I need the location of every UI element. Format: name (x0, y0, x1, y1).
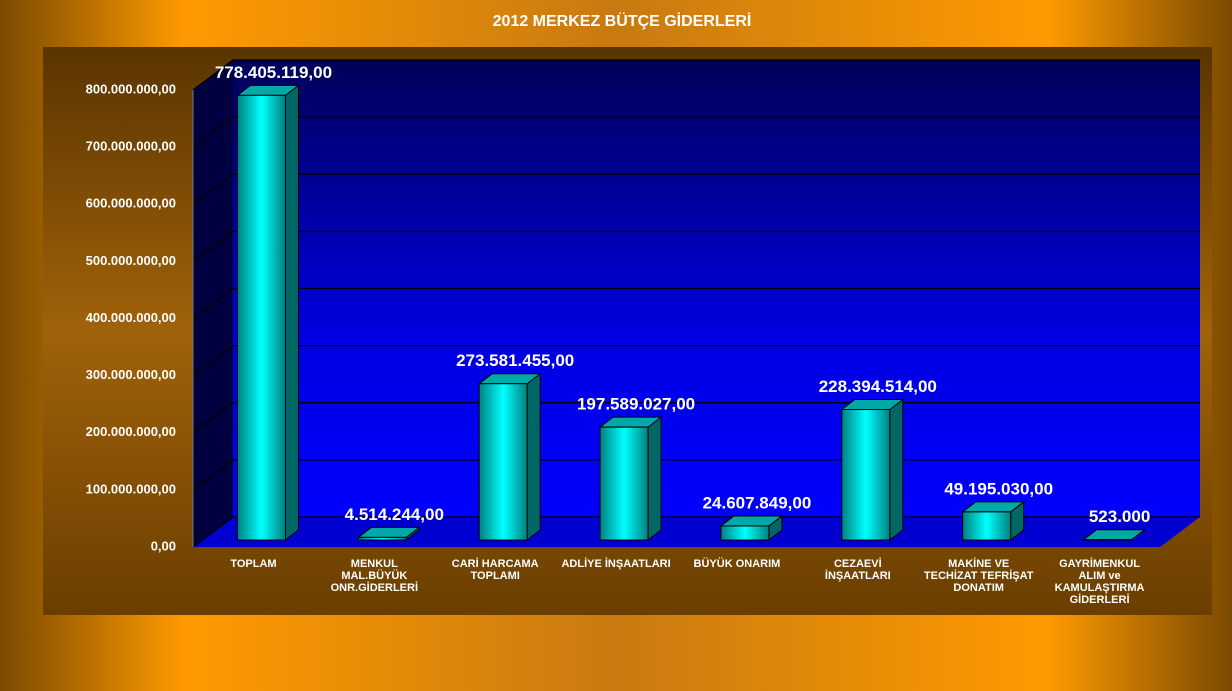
x-tick-label: TOPLAM (230, 558, 277, 570)
value-label: 4.514.244,00 (345, 505, 444, 524)
floor (193, 517, 1200, 547)
bar-front (599, 426, 649, 541)
x-tick-label: GAYRİMENKUL ALIM ve KAMULAŞTIRMA GİDERLE… (1054, 558, 1145, 606)
grid-line (192, 116, 1200, 148)
bar-front (478, 383, 528, 541)
bar-front (357, 536, 407, 541)
bar (235, 84, 300, 542)
value-label: 778.405.119,00 (215, 63, 332, 82)
chart-title: 2012 MERKEZ BÜTÇE GİDERLERİ (493, 11, 752, 30)
bar-front (962, 511, 1012, 541)
grid-line (192, 345, 1200, 377)
bar (840, 398, 905, 542)
bar (1082, 528, 1147, 542)
y-tick-label: 500.000.000,00 (86, 253, 176, 268)
bar (477, 372, 542, 542)
x-tick-label: MAKİNE VE TECHİZAT TEFRİŞAT DONATIM (923, 558, 1034, 594)
y-tick-label: 400.000.000,00 (86, 310, 176, 325)
x-tick-label: CARİ HARCAMA TOPLAMI (451, 558, 539, 582)
value-label: 49.195.030,00 (944, 479, 1053, 498)
y-tick-label: 800.000.000,00 (86, 81, 176, 96)
y-tick-label: 0,00 (151, 538, 176, 553)
y-tick-label: 600.000.000,00 (86, 196, 176, 211)
value-label: 197.589.027,00 (577, 395, 695, 414)
y-tick-label: 700.000.000,00 (86, 139, 176, 154)
y-tick-label: 200.000.000,00 (86, 424, 176, 439)
y-tick-label: 100.000.000,00 (86, 481, 176, 496)
x-tick-label: MENKUL MAL.BÜYÜK ONR.GİDERLERİ (330, 558, 419, 594)
value-label: 523.000 (1089, 507, 1150, 526)
bar (719, 514, 784, 542)
x-tick-label: CEZAEVİ İNŞAATLARI (824, 558, 891, 582)
grid-line (192, 230, 1200, 262)
grid-line (192, 59, 1200, 91)
bar-front (841, 409, 891, 541)
x-tick-label: ADLİYE İNŞAATLARI (561, 558, 671, 570)
bar (598, 416, 663, 542)
bar-front (720, 525, 770, 541)
bar-side (647, 416, 662, 542)
bar-side (889, 398, 904, 542)
x-tick-label: BÜYÜK ONARIM (693, 558, 781, 570)
grid-line (192, 287, 1200, 319)
bar-side (526, 372, 541, 542)
value-label: 273.581.455,00 (456, 351, 574, 370)
bar-front (236, 94, 286, 541)
bar (961, 500, 1026, 542)
grid-line (192, 173, 1200, 205)
value-label: 24.607.849,00 (703, 493, 812, 512)
bar-side (284, 84, 299, 542)
value-label: 228.394.514,00 (819, 377, 937, 396)
bar (356, 526, 421, 542)
y-tick-label: 300.000.000,00 (86, 367, 176, 382)
